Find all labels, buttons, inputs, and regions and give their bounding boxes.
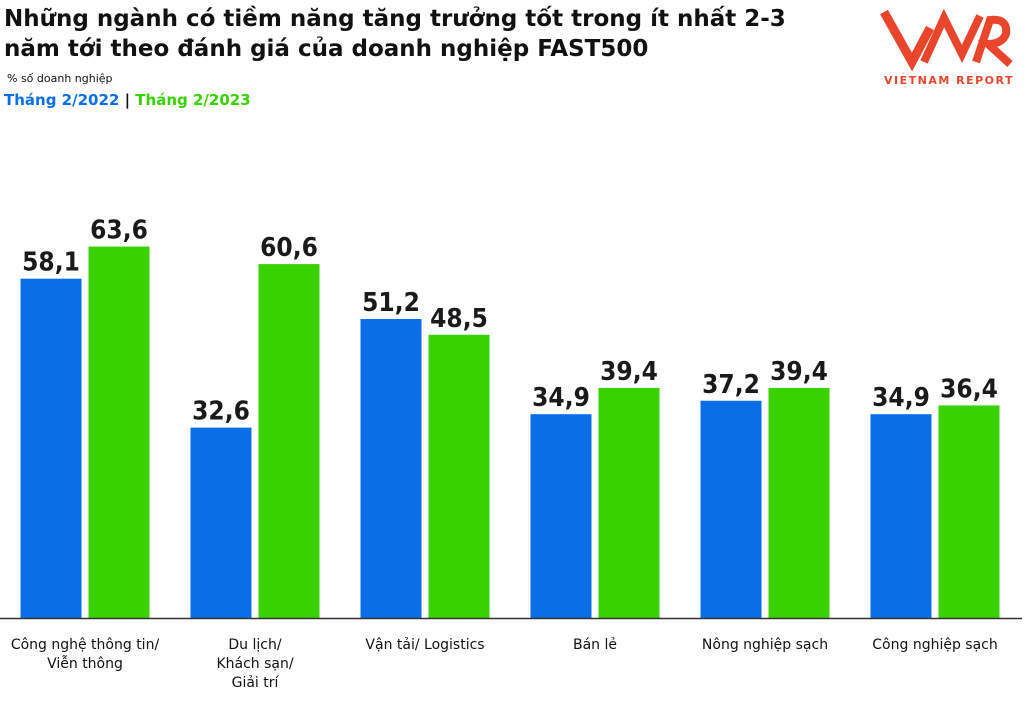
data-label-2023-3: 39,4 bbox=[600, 357, 658, 387]
data-label-2023-2: 48,5 bbox=[430, 304, 488, 334]
bar-2023-1 bbox=[258, 264, 320, 618]
bar-2022-2 bbox=[360, 318, 422, 618]
category-label-3: Bán lẻ bbox=[572, 637, 617, 653]
category-label-5: Công nghiệp sạch bbox=[872, 637, 998, 653]
logo-tagline: VIETNAM REPORT bbox=[884, 74, 1014, 87]
bar-2023-5 bbox=[938, 405, 1000, 618]
category-label-1: Du lịch/ Khách sạn/ Giải trí bbox=[216, 637, 294, 691]
data-label-2022-0: 58,1 bbox=[22, 248, 80, 278]
chart-title: Những ngành có tiềm năng tăng trưởng tốt… bbox=[4, 6, 786, 62]
unit-label: % số doanh nghiệp bbox=[7, 72, 113, 85]
category-label-4: Nông nghiệp sạch bbox=[701, 637, 829, 653]
logo-r-stroke bbox=[972, 15, 1013, 67]
category-label-2: Vận tải/ Logistics bbox=[365, 637, 485, 653]
bar-2022-5 bbox=[870, 414, 932, 618]
vietnam-report-logo: VIETNAM REPORT bbox=[880, 8, 1014, 87]
legend-item-2022: Tháng 2/2022 bbox=[4, 91, 120, 109]
legend-separator: | bbox=[124, 91, 131, 109]
legend: Tháng 2/2022 | Tháng 2/2023 bbox=[4, 91, 251, 109]
bar-2023-2 bbox=[428, 334, 490, 618]
legend-item-2023: Tháng 2/2023 bbox=[135, 91, 251, 109]
bar-2023-3 bbox=[598, 387, 660, 618]
data-label-2023-4: 39,4 bbox=[770, 357, 828, 387]
data-label-2022-1: 32,6 bbox=[192, 397, 250, 427]
bar-2023-0 bbox=[88, 246, 150, 619]
logo-v-stroke bbox=[880, 9, 934, 72]
data-label-2022-4: 37,2 bbox=[702, 370, 760, 400]
data-label-2023-1: 60,6 bbox=[260, 233, 318, 263]
logo-n-stroke bbox=[920, 8, 984, 64]
data-label-2023-5: 36,4 bbox=[940, 374, 998, 404]
bar-2022-3 bbox=[530, 414, 592, 618]
data-label-2022-3: 34,9 bbox=[532, 383, 590, 413]
data-label-2022-2: 51,2 bbox=[362, 288, 420, 318]
bar-2022-0 bbox=[20, 278, 82, 618]
data-label-2022-5: 34,9 bbox=[872, 383, 930, 413]
bar-2022-4 bbox=[700, 400, 762, 618]
bar-2023-4 bbox=[768, 387, 830, 618]
category-label-0: Công nghệ thông tin/ Viễn thông bbox=[10, 637, 160, 672]
bar-2022-1 bbox=[190, 427, 252, 618]
data-label-2023-0: 63,6 bbox=[90, 216, 148, 246]
